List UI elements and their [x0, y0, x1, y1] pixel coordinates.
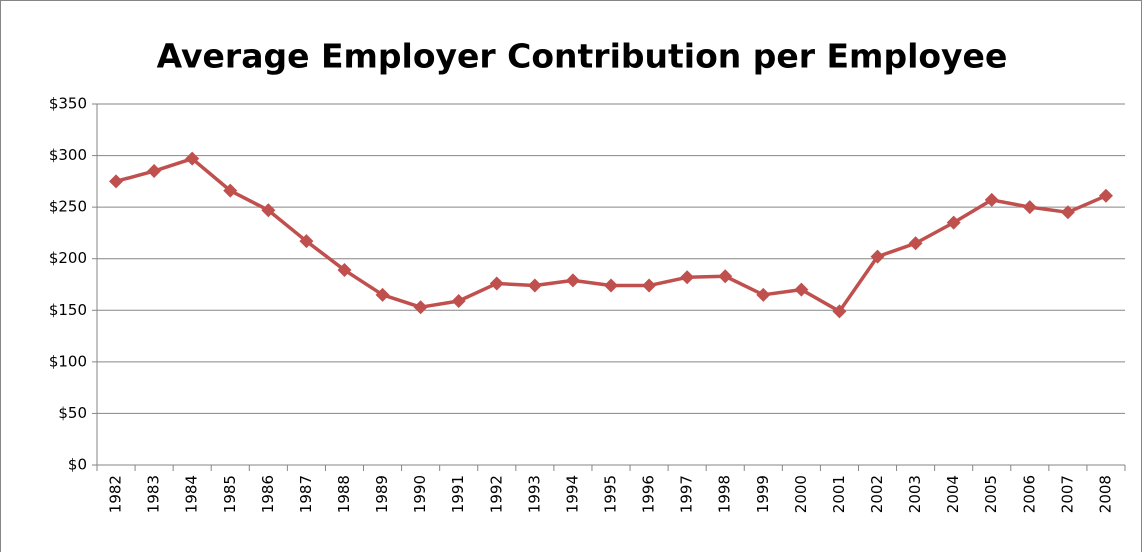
x-tick-label: 1982 [107, 475, 125, 513]
x-tick-label: 2000 [792, 475, 810, 513]
x-tick-label: 1985 [221, 475, 239, 513]
x-tick-label: 1983 [145, 475, 163, 513]
x-tick-label: 2007 [1058, 475, 1076, 513]
x-tick-label: 1995 [602, 475, 620, 513]
data-point [680, 270, 695, 285]
x-tick-label: 2005 [982, 475, 1000, 513]
data-point [908, 236, 923, 251]
x-tick-label: 1999 [754, 475, 772, 513]
data-point [185, 151, 200, 166]
x-tick-label: 1991 [449, 475, 467, 513]
data-point [756, 287, 771, 302]
data-point [451, 294, 466, 309]
x-tick-label: 1990 [411, 475, 429, 513]
x-tick-label: 1986 [259, 475, 277, 513]
y-tick-label: $50 [58, 404, 87, 422]
x-tick-label: 1998 [716, 475, 734, 513]
data-point [337, 263, 352, 278]
data-point [642, 278, 657, 293]
x-tick-label: 1988 [335, 475, 353, 513]
data-point [1098, 188, 1113, 203]
data-point [223, 183, 238, 198]
x-tick-label: 1997 [678, 475, 696, 513]
data-point [604, 278, 618, 293]
data-point [565, 273, 580, 288]
data-point [375, 287, 390, 302]
x-tick-label: 1993 [525, 475, 543, 513]
x-tick-label: 2008 [1096, 475, 1114, 513]
data-point [527, 278, 542, 293]
chart-title: Average Employer Contribution per Employ… [157, 37, 1008, 76]
data-point [147, 164, 162, 179]
y-tick-label: $100 [49, 352, 87, 370]
x-tick-label: 1994 [563, 475, 581, 513]
x-tick-label: 1987 [297, 475, 315, 513]
data-point [261, 203, 276, 218]
data-point [1060, 205, 1075, 220]
y-tick-label: $350 [49, 95, 87, 113]
x-tick-label: 2004 [944, 475, 962, 513]
data-point [718, 269, 733, 284]
x-tick-label: 1989 [373, 475, 391, 513]
data-point [1022, 200, 1037, 215]
data-point [946, 215, 961, 230]
y-tick-label: $200 [49, 249, 87, 267]
data-point [109, 174, 124, 189]
y-tick-label: $250 [49, 198, 87, 216]
y-tick-label: $0 [68, 456, 87, 474]
x-tick-label: 2002 [868, 475, 886, 513]
x-tick-label: 2001 [830, 475, 848, 513]
data-point [413, 300, 428, 315]
data-point [984, 192, 999, 207]
x-tick-label: 1984 [183, 475, 201, 513]
x-tick-label: 2006 [1020, 475, 1038, 513]
y-tick-label: $150 [49, 301, 87, 319]
data-point [832, 304, 847, 319]
data-point [870, 249, 885, 264]
data-point [299, 234, 314, 249]
data-point [794, 282, 809, 297]
data-point [489, 276, 504, 291]
y-tick-label: $300 [49, 146, 87, 164]
x-tick-label: 1996 [640, 475, 658, 513]
x-tick-label: 2003 [906, 475, 924, 513]
x-tick-label: 1992 [487, 475, 505, 513]
